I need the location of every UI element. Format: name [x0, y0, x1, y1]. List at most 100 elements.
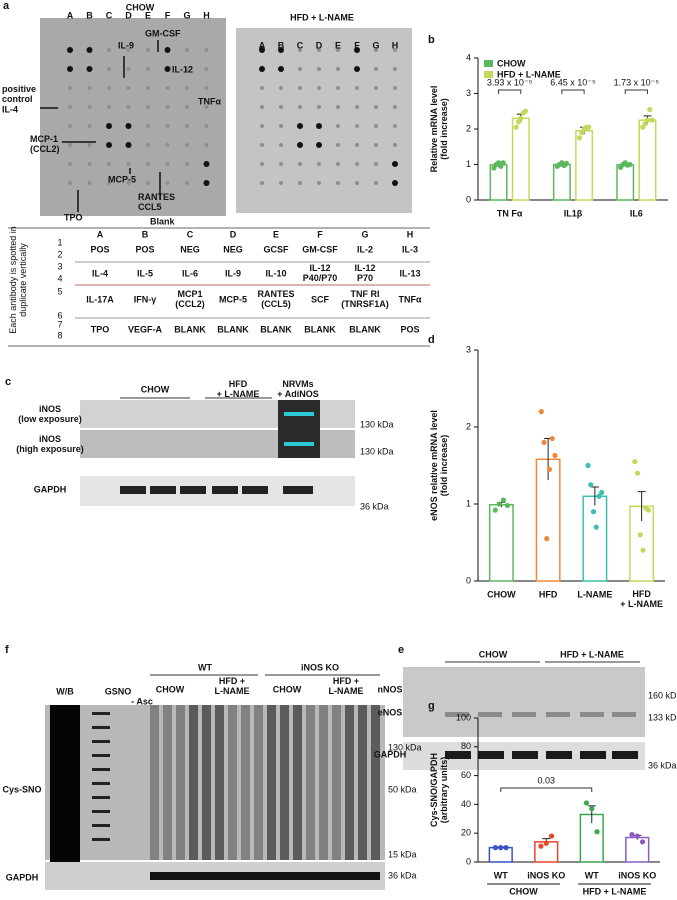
y-axis-label-line: (fold increase) — [439, 435, 449, 497]
row-label: nNOS — [377, 684, 402, 694]
table-cell-line: RANTES — [257, 289, 294, 299]
annotation: TPO — [64, 212, 83, 222]
spot — [354, 66, 360, 72]
table-cell: IL-4 — [92, 268, 108, 278]
side-label: Each antibody is spotted induplicate ver… — [8, 226, 28, 334]
data-point — [544, 536, 550, 542]
table-header: D — [230, 229, 237, 239]
spot — [260, 86, 264, 90]
spot — [165, 143, 170, 147]
blot-lane — [278, 400, 320, 458]
row-label-line: (low exposure) — [18, 414, 82, 424]
spot — [336, 162, 340, 166]
spot — [107, 67, 111, 71]
table-cell: IL-12 P40/P70 — [303, 263, 338, 283]
x-tick-label-line: + L-NAME — [620, 599, 663, 609]
size-marker: 133 kDa — [648, 712, 677, 722]
blot-band — [284, 442, 314, 446]
spot — [125, 123, 132, 129]
data-point — [627, 161, 633, 168]
data-point — [513, 124, 519, 130]
column-label: A — [259, 40, 266, 50]
row-label: eNOS — [378, 707, 403, 717]
table-header: C — [187, 229, 194, 239]
size-marker: 130 kDa — [388, 742, 422, 752]
column-label: G — [372, 40, 379, 50]
data-point — [583, 800, 590, 806]
lane — [345, 705, 354, 860]
column-label: G — [183, 10, 190, 20]
x-tick-label: WT — [494, 870, 508, 880]
data-point — [640, 547, 646, 553]
spot — [185, 67, 189, 71]
spot — [106, 142, 112, 148]
spot — [185, 48, 189, 52]
data-point — [634, 470, 641, 476]
data-point — [599, 489, 605, 496]
data-point — [596, 493, 602, 499]
ladder-band — [92, 810, 110, 813]
y-tick-label: 0 — [466, 194, 471, 204]
spot — [316, 123, 322, 129]
data-point — [546, 466, 553, 472]
lane-label: W/B — [56, 686, 74, 696]
spot — [185, 86, 189, 90]
size-marker: 130 kDa — [360, 446, 394, 456]
spot — [355, 162, 359, 166]
lane — [371, 705, 380, 860]
x-tick-label-line: HFD — [632, 589, 651, 599]
spot — [336, 86, 340, 90]
annotation: MCP-1 (CCL2) — [30, 134, 60, 154]
subgroup-label-line: L-NAME — [215, 686, 250, 696]
ladder-band — [92, 754, 110, 757]
row-number: 7 — [57, 319, 62, 329]
table-cell: BLANK — [349, 324, 381, 334]
spot — [374, 86, 378, 90]
data-point — [548, 833, 555, 839]
spot — [164, 66, 171, 72]
spot — [87, 124, 92, 128]
row-number: 3 — [57, 261, 62, 271]
spot — [68, 143, 72, 147]
blot-bands — [445, 751, 638, 759]
spot — [355, 105, 359, 109]
column-label: H — [203, 10, 210, 20]
spot — [185, 181, 189, 185]
table-cell: NEG — [223, 244, 243, 254]
y-tick-label: 20 — [461, 828, 471, 838]
legend-label: CHOW — [497, 58, 526, 68]
spot — [204, 105, 209, 109]
lane-label: - Asc — [131, 696, 153, 706]
data-point — [585, 462, 591, 469]
subgroup-label-line: L-NAME — [329, 686, 364, 696]
column-label: C — [297, 40, 304, 50]
spot — [146, 162, 150, 166]
spot — [107, 162, 111, 166]
annotation: IL-12 — [172, 64, 193, 74]
spot — [317, 105, 321, 109]
x-tick-label: HFD + L-NAME — [620, 589, 663, 609]
table-cell: GM-CSF — [302, 244, 338, 254]
spot — [204, 67, 209, 71]
table-cell: BLANK — [260, 324, 292, 334]
panel-label: g — [428, 700, 435, 712]
annotation-line: control — [2, 94, 33, 104]
row-label: iNOS (high exposure) — [16, 434, 84, 454]
blot-bands — [150, 872, 380, 880]
data-point — [647, 106, 653, 113]
table-cell: TNFα — [398, 294, 421, 304]
spot — [68, 105, 72, 109]
spot — [298, 86, 302, 90]
annotation: Blank — [150, 216, 176, 226]
spot — [374, 105, 378, 109]
group-label: WT — [198, 662, 212, 672]
spot — [87, 105, 92, 109]
array-membrane — [236, 28, 412, 213]
annotation: MCP-5 — [108, 174, 136, 184]
panel-label: d — [428, 334, 435, 346]
table-cell: TNF RI (TNRSF1A) — [341, 289, 389, 309]
spot — [393, 143, 397, 147]
bar — [625, 836, 650, 863]
column-label: E — [145, 10, 151, 20]
annotation: GM-CSF — [145, 28, 181, 38]
